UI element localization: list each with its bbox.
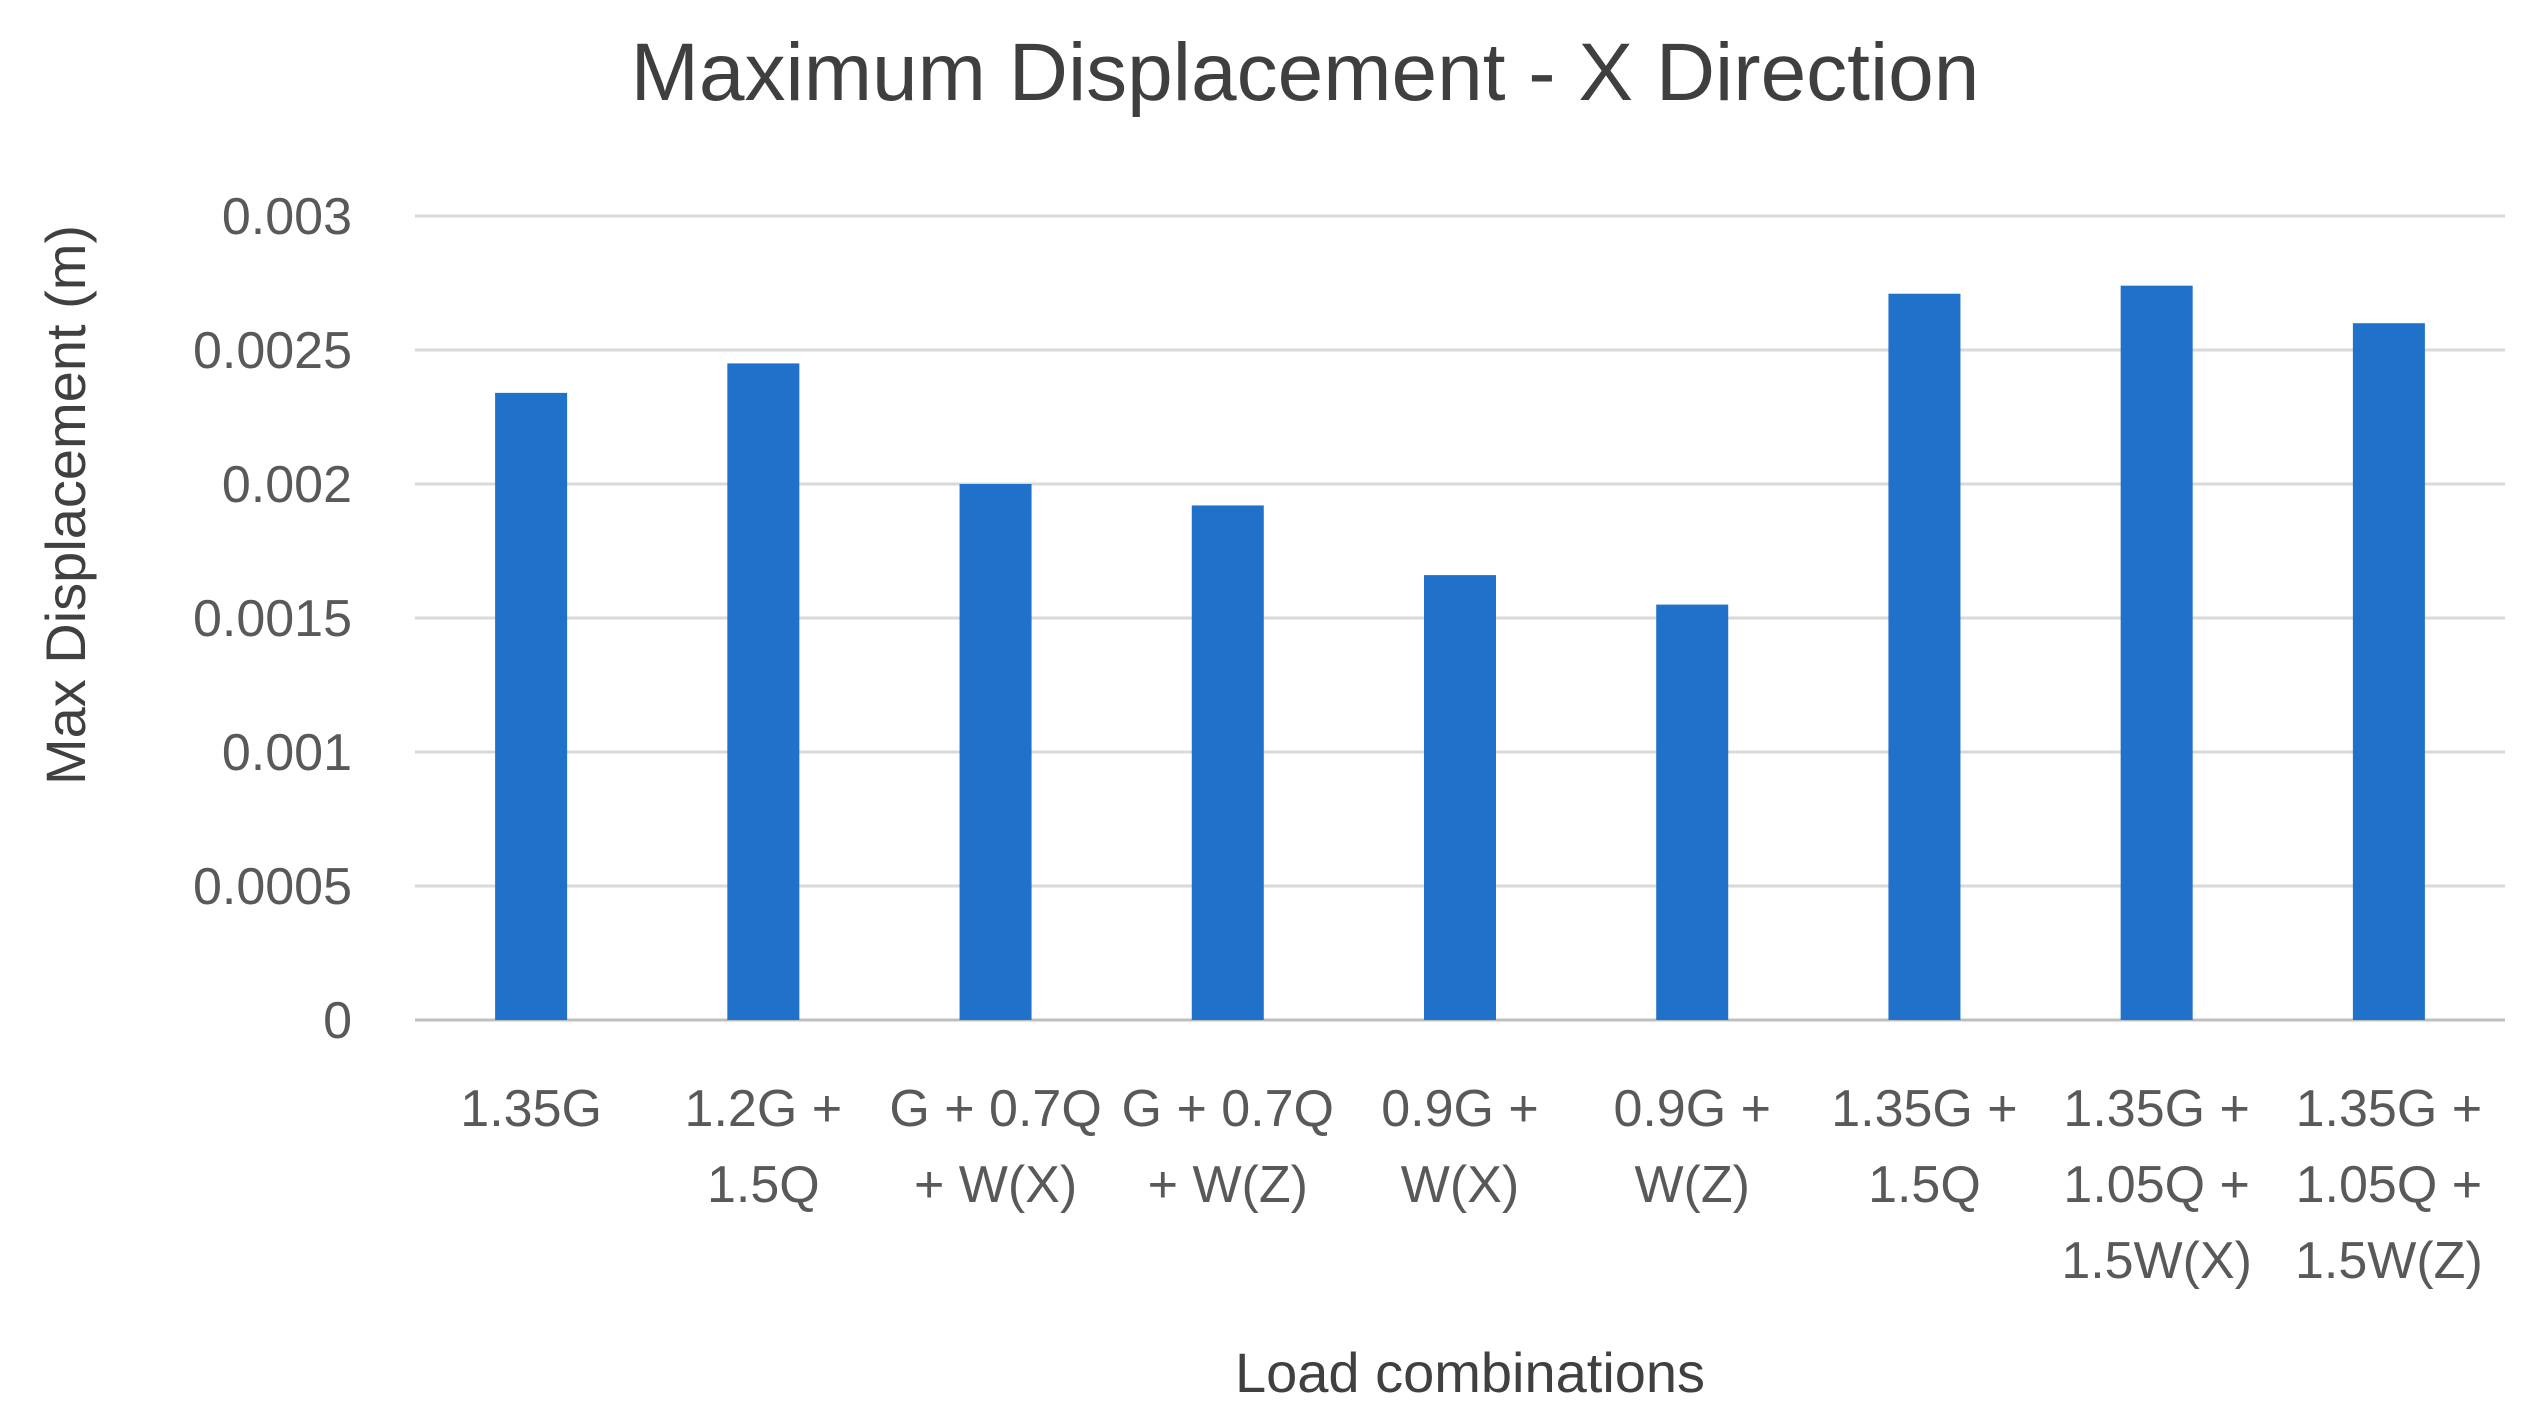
x-tick-label-line: + W(X)	[914, 1156, 1077, 1214]
x-tick-label: 1.35G	[460, 1080, 602, 1138]
bar	[1656, 604, 1729, 1020]
x-tick-label: 1.35G + 1.05Q + 1.5W(Z)	[2295, 1080, 2483, 1290]
x-tick-label: 1.35G + 1.05Q + 1.5W(X)	[2061, 1080, 2252, 1290]
bar	[2120, 285, 2193, 1020]
y-tick-label: 0.002	[222, 456, 352, 514]
y-tick-label: 0	[323, 992, 352, 1050]
x-tick-label-line: 1.35G +	[2063, 1080, 2249, 1138]
x-tick-label: 0.9G + W(Z)	[1613, 1080, 1771, 1214]
x-tick-label-line: G + 0.7Q	[1122, 1080, 1334, 1138]
y-tick-label: 0.001	[222, 724, 352, 782]
x-tick-label-line: 0.9G +	[1381, 1080, 1539, 1138]
x-tick-label-line: 1.5W(Z)	[2295, 1232, 2483, 1290]
x-tick-label-line: W(Z)	[1634, 1156, 1749, 1214]
x-tick-label-line: 1.05Q +	[2063, 1156, 2249, 1214]
x-tick-label: 0.9G + W(X)	[1381, 1080, 1539, 1214]
bar	[2352, 323, 2425, 1020]
x-tick-label-line: 1.5W(X)	[2061, 1232, 2252, 1290]
y-tick-label: 0.0015	[193, 590, 352, 648]
y-tick-label: 0.003	[222, 188, 352, 246]
x-tick-label-line: W(X)	[1401, 1156, 1519, 1214]
x-tick-label-line: 1.5Q	[1868, 1156, 1981, 1214]
x-tick-label-line: 1.05Q +	[2296, 1156, 2482, 1214]
x-tick-label-line: 1.35G	[460, 1080, 602, 1138]
x-tick-label-line: 1.35G +	[2296, 1080, 2482, 1138]
x-tick-label: G + 0.7Q + W(Z)	[1122, 1080, 1334, 1214]
bars	[495, 285, 2425, 1021]
bar	[727, 363, 800, 1020]
x-axis-category-labels: 1.35G 1.2G + 1.5Q G + 0.7Q + W(X) G + 0.7Q + W…	[460, 1080, 2482, 1290]
y-axis-title: Max Displacement (m)	[34, 225, 97, 785]
x-tick-label: 1.2G + 1.5Q	[685, 1080, 843, 1214]
bar	[1424, 575, 1496, 1020]
x-tick-label-line: G + 0.7Q	[889, 1080, 1101, 1138]
x-tick-label: 1.35G + 1.5Q	[1831, 1080, 2017, 1214]
x-tick-label-line: 1.35G +	[1831, 1080, 2017, 1138]
x-axis-title: Load combinations	[1235, 1341, 1705, 1404]
bar	[959, 484, 1032, 1020]
y-tick-label: 0.0025	[193, 322, 352, 380]
x-tick-label-line: 1.2G +	[685, 1080, 843, 1138]
x-tick-label: G + 0.7Q + W(X)	[889, 1080, 1101, 1214]
bar	[1191, 505, 1264, 1020]
y-axis-ticks: 0 0.0005 0.001 0.0015 0.002 0.0025 0.003	[193, 188, 352, 1050]
bar	[495, 392, 568, 1020]
y-tick-label: 0.0005	[193, 858, 352, 916]
bar	[1888, 293, 1961, 1021]
x-tick-label-line: + W(Z)	[1148, 1156, 1308, 1214]
x-tick-label-line: 0.9G +	[1613, 1080, 1771, 1138]
chart-title: Maximum Displacement - X Direction	[631, 27, 1980, 118]
x-tick-label-line: 1.5Q	[707, 1156, 820, 1214]
